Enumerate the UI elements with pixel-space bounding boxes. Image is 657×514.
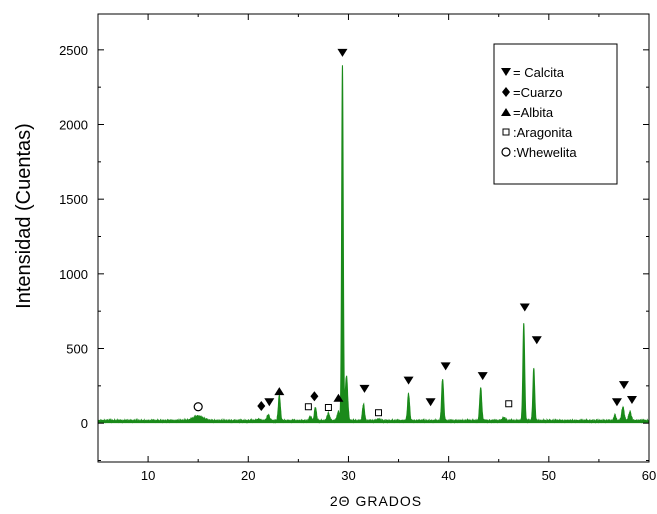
- series-line: [97, 65, 650, 424]
- marker-square: [324, 403, 332, 411]
- plot-area: [97, 65, 650, 424]
- legend-symbol-down-triangle: [501, 68, 511, 76]
- legend-label: = Calcita: [513, 65, 565, 80]
- axes: 10 20 30 40 50 60 0 500 1000 1500 2000 2500: [59, 13, 656, 483]
- marker-down-triangle: [626, 396, 637, 405]
- x-tick-label: 40: [441, 468, 455, 483]
- legend: = Calcita =Cuarzo =Albita :Aragonita :Whewel…: [493, 43, 618, 185]
- legend-symbol-square: [502, 128, 510, 136]
- marker-up-triangle: [333, 393, 344, 402]
- legend-symbol-up-triangle: [501, 108, 511, 116]
- marker-square: [505, 400, 513, 408]
- x-axis-title: 2Θ GRADOS: [330, 493, 422, 509]
- marker-down-triangle: [618, 381, 629, 390]
- plot-frame: [97, 13, 650, 463]
- x-tick-label: 30: [341, 468, 355, 483]
- marker-up-triangle: [274, 387, 285, 396]
- marker-down-triangle: [359, 384, 370, 393]
- marker-down-triangle: [403, 376, 414, 385]
- legend-label: =Cuarzo: [513, 85, 563, 100]
- marker-square: [304, 403, 312, 411]
- marker-square: [375, 409, 383, 417]
- legend-label: :Whewelita: [513, 145, 577, 160]
- x-tick-label: 10: [141, 468, 155, 483]
- y-tick-label: 1000: [59, 267, 88, 282]
- x-tick-label: 20: [241, 468, 255, 483]
- legend-box: [493, 43, 618, 185]
- y-axis-title: Intensidad (Cuentas): [13, 123, 35, 309]
- marker-down-triangle: [440, 362, 451, 371]
- marker-down-triangle: [611, 398, 622, 407]
- x-tick-label: 50: [542, 468, 556, 483]
- y-tick-label: 0: [81, 416, 88, 431]
- marker-diamond: [310, 391, 319, 402]
- marker-down-triangle: [264, 398, 275, 407]
- legend-symbol-diamond: [502, 87, 510, 97]
- marker-down-triangle: [337, 48, 348, 57]
- y-tick-label: 1500: [59, 192, 88, 207]
- marker-ring: [193, 402, 203, 412]
- marker-diamond: [257, 401, 266, 411]
- legend-symbol-ring: [501, 147, 511, 157]
- legend-label: :Aragonita: [513, 125, 573, 140]
- x-tick-label: 60: [642, 468, 656, 483]
- y-tick-label: 2000: [59, 118, 88, 133]
- y-tick-label: 500: [66, 342, 88, 357]
- marker-down-triangle: [425, 398, 436, 407]
- y-tick-label: 2500: [59, 43, 88, 58]
- phase-markers: [193, 48, 637, 417]
- marker-down-triangle: [477, 372, 488, 381]
- marker-down-triangle: [519, 303, 530, 312]
- legend-label: =Albita: [513, 105, 554, 120]
- marker-down-triangle: [531, 336, 542, 345]
